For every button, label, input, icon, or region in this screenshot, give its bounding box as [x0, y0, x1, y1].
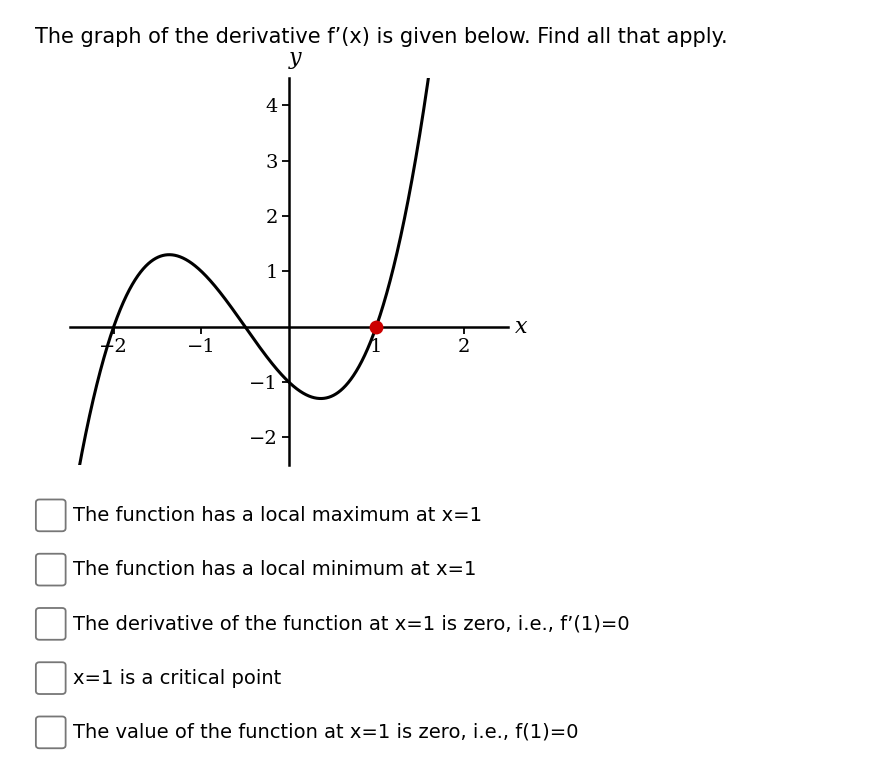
Text: The value of the function at x=1 is zero, i.e., f(1)=0: The value of the function at x=1 is zero… [73, 723, 578, 742]
Text: The function has a local minimum at x=1: The function has a local minimum at x=1 [73, 560, 476, 579]
Text: The function has a local maximum at x=1: The function has a local maximum at x=1 [73, 506, 481, 525]
Text: x=1 is a critical point: x=1 is a critical point [73, 669, 281, 687]
Text: The derivative of the function at x=1 is zero, i.e., f’(1)=0: The derivative of the function at x=1 is… [73, 615, 629, 633]
Text: x: x [514, 315, 527, 338]
Text: The graph of the derivative f’(x) is given below. Find all that apply.: The graph of the derivative f’(x) is giv… [35, 27, 728, 47]
Text: y: y [289, 47, 301, 69]
